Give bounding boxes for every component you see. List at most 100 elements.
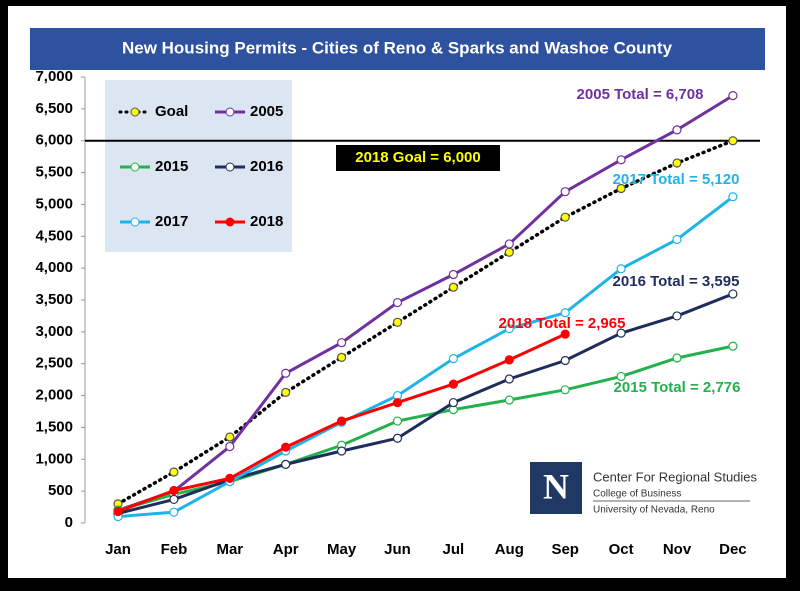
- annotation-box: [336, 145, 500, 171]
- annotation: 2016 Total = 3,595: [613, 273, 740, 290]
- point: [225, 473, 235, 483]
- y-tick-label: 4,000: [35, 259, 73, 276]
- point: [728, 289, 738, 299]
- legend-marker: [225, 162, 235, 172]
- point: [113, 506, 123, 517]
- point: [504, 395, 514, 405]
- legend-marker: [130, 162, 140, 172]
- point: [392, 317, 403, 327]
- legend-marker: [130, 217, 140, 227]
- legend-marker: [225, 107, 235, 117]
- point: [392, 397, 403, 408]
- point: [392, 297, 403, 308]
- point: [281, 459, 291, 469]
- y-tick-label: 6,000: [35, 132, 73, 149]
- x-tick-label: Nov: [663, 541, 692, 558]
- series-line: [117, 195, 734, 519]
- legend-label: 2005: [250, 103, 283, 120]
- point: [672, 311, 682, 321]
- point: [504, 239, 514, 249]
- point: [616, 183, 626, 194]
- point: [672, 125, 682, 135]
- point: [169, 507, 179, 517]
- title-banner: [30, 28, 765, 70]
- point: [225, 441, 235, 452]
- series-line: [117, 292, 734, 515]
- y-tick-label: 500: [48, 482, 73, 499]
- point: [728, 192, 738, 202]
- point: [616, 328, 626, 338]
- point: [560, 187, 570, 197]
- x-tick-label: Mar: [216, 541, 243, 558]
- y-tick-label: 2,500: [35, 355, 73, 372]
- point: [672, 234, 682, 245]
- y-tick-label: 5,000: [35, 195, 73, 212]
- legend-label: Goal: [155, 103, 188, 120]
- point: [560, 355, 570, 366]
- logo-name: Center For Regional Studies: [593, 469, 758, 484]
- x-tick-label: Jun: [384, 541, 411, 558]
- point: [560, 308, 570, 318]
- annotation: 2005 Total = 6,708: [577, 86, 704, 103]
- legend-marker: [225, 217, 235, 227]
- point: [616, 155, 626, 165]
- point: [337, 338, 347, 348]
- legend-label: 2016: [250, 158, 283, 175]
- x-tick-label: May: [327, 541, 357, 558]
- point: [225, 432, 235, 442]
- point: [448, 354, 458, 364]
- point: [392, 433, 403, 443]
- point: [672, 353, 682, 363]
- point: [616, 264, 626, 274]
- y-tick-label: 2,000: [35, 387, 73, 404]
- y-tick-label: 1,500: [35, 418, 73, 435]
- annotation: 2018 Goal = 6,000: [355, 149, 481, 166]
- point: [504, 374, 514, 384]
- logo-university: University of Nevada, Reno: [593, 505, 715, 516]
- point: [504, 355, 514, 365]
- point: [448, 282, 458, 292]
- point: [616, 371, 626, 382]
- point: [281, 368, 291, 378]
- y-tick-label: 3,000: [35, 323, 73, 340]
- annotation: 2017 Total = 5,120: [613, 171, 740, 188]
- x-tick-label: Jul: [443, 541, 465, 558]
- logo-box: [530, 462, 582, 514]
- point: [728, 136, 738, 146]
- y-tick-label: 3,500: [35, 291, 73, 308]
- x-tick-label: Apr: [273, 541, 299, 558]
- legend-marker: [130, 107, 140, 117]
- point: [448, 379, 458, 389]
- point: [672, 158, 682, 168]
- annotation: 2018 Total = 2,965: [499, 315, 626, 332]
- point: [337, 352, 347, 362]
- point: [504, 324, 514, 334]
- point: [337, 446, 347, 456]
- point: [728, 91, 738, 101]
- logo-mark: N: [543, 466, 569, 506]
- x-tick-label: Jan: [105, 541, 131, 558]
- x-tick-label: Sep: [551, 541, 579, 558]
- x-tick-label: Oct: [609, 541, 634, 558]
- point: [281, 442, 291, 452]
- point: [448, 269, 458, 280]
- annotation: 2015 Total = 2,776: [614, 379, 741, 396]
- point: [448, 397, 458, 408]
- point: [560, 212, 570, 222]
- point: [392, 416, 403, 426]
- x-tick-label: Feb: [161, 541, 188, 558]
- x-tick-label: Dec: [719, 541, 747, 558]
- point: [337, 416, 347, 426]
- point: [728, 341, 738, 351]
- point: [504, 247, 514, 257]
- y-tick-label: 1,000: [35, 450, 73, 467]
- point: [169, 467, 179, 477]
- point: [560, 329, 570, 339]
- point: [169, 494, 179, 505]
- point: [169, 485, 179, 496]
- y-tick-label: 4,500: [35, 227, 73, 244]
- series-line: [116, 138, 735, 506]
- y-tick-label: 5,500: [35, 164, 73, 181]
- y-tick-label: 6,500: [35, 100, 73, 117]
